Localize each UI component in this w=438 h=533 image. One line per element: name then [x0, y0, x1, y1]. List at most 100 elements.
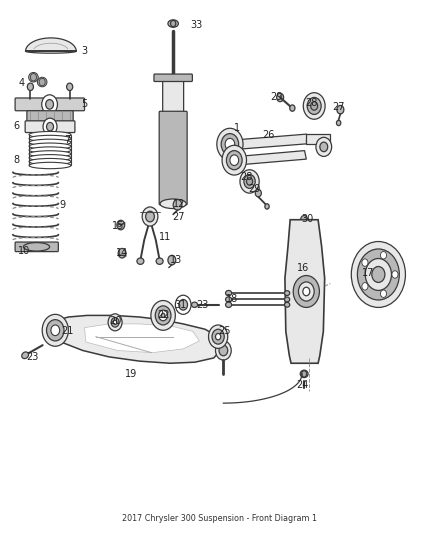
Circle shape [30, 74, 36, 81]
Circle shape [67, 83, 73, 91]
Ellipse shape [300, 370, 308, 377]
Circle shape [161, 313, 165, 318]
Circle shape [320, 142, 328, 152]
Text: 4: 4 [18, 78, 24, 88]
Circle shape [219, 345, 228, 356]
Circle shape [179, 300, 187, 310]
Circle shape [226, 151, 242, 169]
Circle shape [311, 102, 318, 110]
Ellipse shape [29, 163, 71, 168]
Circle shape [27, 83, 33, 91]
FancyBboxPatch shape [15, 98, 85, 111]
Text: 6: 6 [14, 121, 20, 131]
Text: 19: 19 [125, 369, 138, 379]
Ellipse shape [168, 20, 178, 27]
Circle shape [240, 169, 259, 193]
Circle shape [225, 139, 235, 150]
Text: 3: 3 [81, 46, 88, 56]
Circle shape [42, 95, 57, 114]
Polygon shape [285, 220, 325, 364]
Text: 29: 29 [271, 92, 283, 102]
Ellipse shape [285, 302, 290, 307]
Circle shape [351, 241, 406, 308]
Ellipse shape [28, 72, 38, 82]
Circle shape [217, 128, 243, 160]
Circle shape [168, 255, 176, 265]
Circle shape [336, 120, 341, 126]
Ellipse shape [29, 158, 71, 165]
Circle shape [392, 271, 398, 278]
Text: 1: 1 [234, 123, 240, 133]
Circle shape [307, 98, 321, 115]
Ellipse shape [29, 147, 71, 154]
Circle shape [277, 93, 284, 102]
Text: 23: 23 [196, 300, 208, 310]
Circle shape [151, 301, 175, 330]
Text: 5: 5 [81, 99, 88, 109]
Ellipse shape [226, 302, 232, 308]
Ellipse shape [285, 297, 290, 302]
Circle shape [298, 282, 314, 301]
Polygon shape [85, 324, 199, 353]
Circle shape [222, 146, 247, 175]
Text: 26: 26 [262, 130, 274, 140]
Circle shape [365, 259, 392, 290]
Text: 17: 17 [362, 268, 374, 278]
Circle shape [357, 249, 399, 300]
Ellipse shape [29, 139, 71, 146]
Text: 21: 21 [61, 326, 73, 336]
Circle shape [208, 325, 228, 349]
Ellipse shape [226, 290, 232, 296]
Circle shape [300, 215, 307, 224]
Ellipse shape [37, 77, 47, 87]
Circle shape [301, 370, 307, 377]
Circle shape [303, 93, 325, 119]
Circle shape [51, 325, 60, 336]
Ellipse shape [23, 243, 49, 251]
Text: 30: 30 [301, 214, 313, 224]
Text: 28: 28 [305, 98, 318, 108]
Polygon shape [25, 38, 76, 51]
Circle shape [221, 134, 239, 155]
Circle shape [381, 290, 387, 297]
Circle shape [212, 329, 224, 344]
FancyBboxPatch shape [159, 111, 187, 205]
Text: 18: 18 [226, 294, 238, 304]
Ellipse shape [29, 132, 71, 138]
Text: 22: 22 [157, 310, 170, 320]
Circle shape [230, 155, 239, 165]
Polygon shape [244, 151, 306, 165]
Circle shape [108, 314, 122, 331]
Ellipse shape [191, 302, 198, 308]
Circle shape [290, 105, 295, 111]
Text: 7: 7 [64, 135, 70, 145]
Circle shape [159, 310, 167, 321]
Text: 11: 11 [159, 232, 171, 243]
Ellipse shape [29, 151, 71, 157]
Circle shape [113, 320, 117, 325]
Text: 29: 29 [249, 184, 261, 195]
Circle shape [117, 220, 125, 230]
Circle shape [247, 177, 253, 185]
Circle shape [142, 207, 158, 226]
Circle shape [46, 320, 64, 341]
Circle shape [244, 174, 255, 188]
Circle shape [46, 123, 53, 131]
Ellipse shape [226, 297, 232, 302]
Circle shape [362, 259, 368, 266]
Text: 2017 Chrysler 300 Suspension - Front Diagram 1: 2017 Chrysler 300 Suspension - Front Dia… [121, 514, 317, 523]
Text: 27: 27 [332, 102, 345, 112]
Polygon shape [48, 316, 223, 364]
Text: 23: 23 [26, 352, 39, 362]
FancyBboxPatch shape [15, 242, 58, 252]
Ellipse shape [29, 155, 71, 161]
Circle shape [215, 341, 231, 360]
Circle shape [43, 118, 57, 135]
Polygon shape [241, 134, 308, 149]
Text: 10: 10 [18, 246, 30, 255]
Ellipse shape [156, 258, 163, 264]
Text: 20: 20 [109, 316, 121, 326]
Ellipse shape [22, 352, 28, 359]
Circle shape [46, 100, 53, 109]
Ellipse shape [29, 143, 71, 149]
